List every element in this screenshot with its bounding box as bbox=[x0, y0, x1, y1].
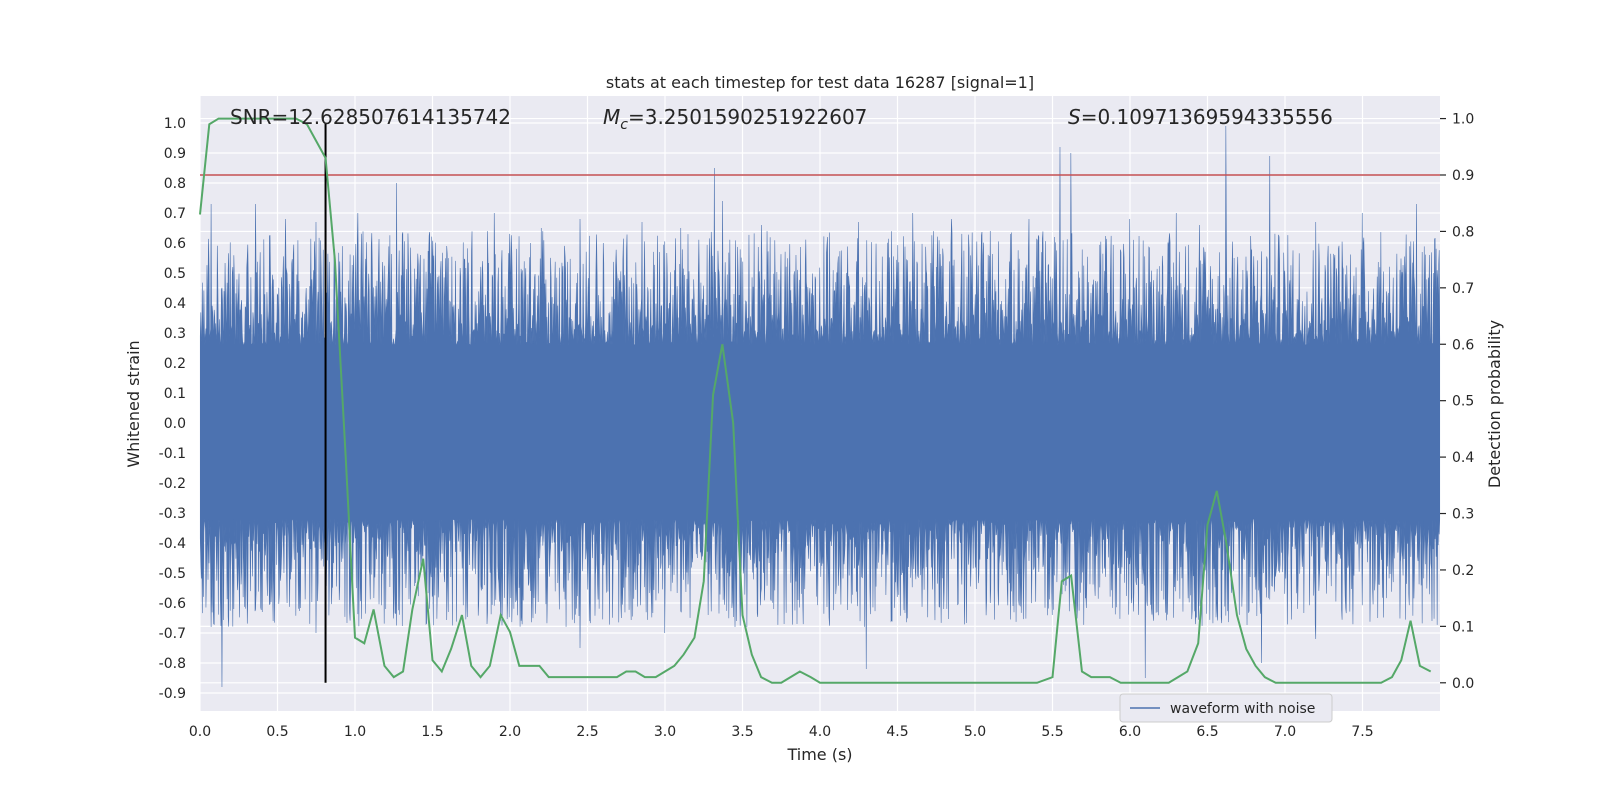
waveform-band bbox=[199, 125, 1441, 688]
y-left-tick-label: 0.4 bbox=[164, 296, 186, 312]
y-right-tick-label: 0.2 bbox=[1452, 563, 1474, 579]
y-left-tick-label: -0.8 bbox=[159, 656, 186, 672]
y-right-tick-label: 0.4 bbox=[1452, 450, 1474, 466]
x-axis-label: Time (s) bbox=[786, 745, 852, 764]
snr-annotation: SNR=12.628507614135742 bbox=[230, 105, 511, 129]
y-right-tick-label: 0.3 bbox=[1452, 507, 1474, 523]
y-left-tick-label: -0.5 bbox=[159, 566, 186, 582]
y-left-tick-label: 0.3 bbox=[164, 326, 186, 342]
y-left-tick-label: -0.7 bbox=[159, 626, 186, 642]
x-tick-label: 1.5 bbox=[421, 724, 443, 740]
y-right-tick-label: 1.0 bbox=[1452, 112, 1474, 128]
y-right-tick-label: 0.6 bbox=[1452, 337, 1474, 353]
y-right-tick-label: 0.1 bbox=[1452, 619, 1474, 635]
x-tick-label: 6.5 bbox=[1196, 724, 1218, 740]
mc-value: =3.2501590251922607 bbox=[628, 105, 867, 129]
x-tick-label: 6.0 bbox=[1119, 724, 1141, 740]
x-tick-label: 0.5 bbox=[266, 724, 288, 740]
x-tick-label: 5.0 bbox=[964, 724, 986, 740]
y-left-tick-label: 0.8 bbox=[164, 176, 186, 192]
y-left-tick-label: 0.1 bbox=[164, 386, 186, 402]
x-tick-label: 3.5 bbox=[731, 724, 753, 740]
y-left-tick-label: -0.3 bbox=[159, 506, 186, 522]
mc-symbol: M bbox=[603, 105, 620, 129]
y-right-tick-label: 0.9 bbox=[1452, 168, 1474, 184]
y-left-axis-label: Whitened strain bbox=[124, 340, 143, 467]
y-left-tick-label: 0.5 bbox=[164, 266, 186, 282]
y-right-tick-label: 0.8 bbox=[1452, 224, 1474, 240]
y-left-tick-label: -0.2 bbox=[159, 476, 186, 492]
probability-line bbox=[199, 117, 1432, 684]
y-left-tick-label: -0.1 bbox=[159, 446, 186, 462]
x-tick-label: 7.5 bbox=[1351, 724, 1373, 740]
y-left-tick-label: 0.9 bbox=[164, 146, 186, 162]
x-tick-label: 2.0 bbox=[499, 724, 521, 740]
x-tick-label: 2.5 bbox=[576, 724, 598, 740]
y-left-tick-label: -0.4 bbox=[159, 536, 186, 552]
s-value: =0.10971369594335556 bbox=[1081, 105, 1333, 129]
legend: waveform with noise bbox=[1119, 693, 1333, 723]
y-left-tick-label: 0.0 bbox=[164, 416, 186, 432]
y-left-tick-label: 0.6 bbox=[164, 236, 186, 252]
y-left-tick-label: -0.6 bbox=[159, 596, 186, 612]
x-axis-ticks: 0.0 0.5 1.0 1.5 2.0 2.5 3.0 3.5 4.0 4.5 5.0 5.5 6.0 6… bbox=[189, 724, 1374, 740]
y-right-tick-label: 0.0 bbox=[1452, 676, 1474, 692]
legend-label: waveform with noise bbox=[1170, 701, 1315, 717]
y-left-tick-label: 0.7 bbox=[164, 206, 186, 222]
x-tick-label: 4.0 bbox=[809, 724, 831, 740]
x-tick-label: 3.0 bbox=[654, 724, 676, 740]
x-tick-label: 0.0 bbox=[189, 724, 211, 740]
waveform-series bbox=[199, 125, 1441, 688]
y-left-tick-label: 1.0 bbox=[164, 116, 186, 132]
x-tick-label: 1.0 bbox=[344, 724, 366, 740]
y-left-tick-label: 0.2 bbox=[164, 356, 186, 372]
probability-series bbox=[199, 117, 1432, 684]
chart-title: stats at each timestep for test data 162… bbox=[606, 73, 1034, 92]
y-left-axis-ticks: 1.0 0.9 0.8 0.7 0.6 0.5 0.4 0.3 0.2 0.1 0.0 -0.1 -0.… bbox=[159, 116, 186, 702]
legend-box bbox=[1119, 693, 1333, 723]
s-annotation: S=0.10971369594335556 bbox=[1068, 105, 1333, 129]
x-tick-label: 7.0 bbox=[1274, 724, 1296, 740]
mc-annotation: Mc=3.2501590251922607 bbox=[603, 105, 867, 133]
x-tick-label: 5.5 bbox=[1041, 724, 1063, 740]
y-right-axis-ticks: 1.0 0.9 0.8 0.7 0.6 0.5 0.4 0.3 0.2 0.1 0.0 bbox=[1440, 112, 1474, 692]
y-right-tick-label: 0.5 bbox=[1452, 394, 1474, 410]
y-left-tick-label: -0.9 bbox=[159, 686, 186, 702]
s-symbol: S bbox=[1068, 105, 1081, 129]
y-right-axis-label: Detection probability bbox=[1485, 320, 1504, 488]
mc-subscript: c bbox=[620, 117, 628, 133]
y-right-tick-label: 0.7 bbox=[1452, 281, 1474, 297]
x-tick-label: 4.5 bbox=[886, 724, 908, 740]
